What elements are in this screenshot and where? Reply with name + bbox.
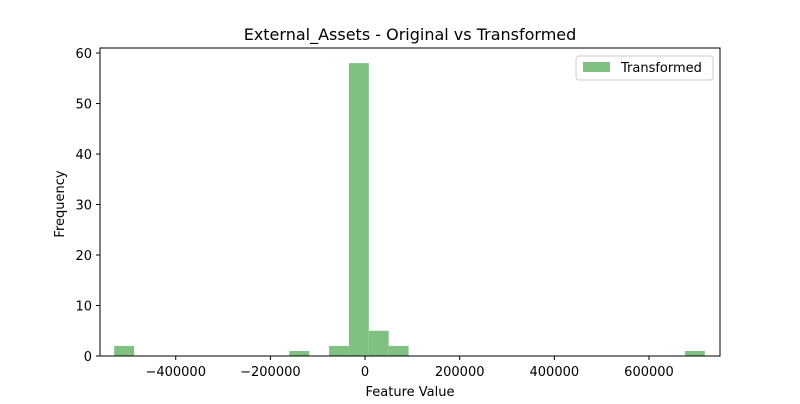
histogram-bar xyxy=(684,350,705,356)
x-tick-label: −400000 xyxy=(145,365,206,380)
histogram-bar xyxy=(368,330,389,356)
bars-layer xyxy=(114,63,705,356)
plot-frame xyxy=(99,47,721,357)
y-tick-label: 10 xyxy=(75,300,92,315)
legend-swatch xyxy=(583,62,610,72)
y-tick-label: 20 xyxy=(75,249,92,264)
histogram-bar xyxy=(289,350,310,356)
x-tick-label: 400000 xyxy=(530,365,580,380)
y-tick-label: 0 xyxy=(84,350,92,365)
x-axis: −400000 −200000 0 200000 400000 600000 xyxy=(145,356,674,380)
y-tick-label: 50 xyxy=(75,98,92,113)
legend: Transformed xyxy=(575,55,714,81)
histogram-bar xyxy=(114,345,135,356)
x-tick-label: 0 xyxy=(361,365,369,380)
x-tick-label: 200000 xyxy=(435,365,485,380)
histogram-bar xyxy=(348,63,369,356)
y-tick-label: 40 xyxy=(75,148,92,163)
y-axis-label: Frequency xyxy=(53,170,68,237)
histogram-bar xyxy=(388,345,409,356)
y-axis: 0 10 20 30 40 50 60 xyxy=(75,47,100,365)
x-tick-label: −200000 xyxy=(240,365,301,380)
legend-box xyxy=(575,55,714,81)
y-tick-label: 30 xyxy=(75,199,92,214)
x-tick-label: 600000 xyxy=(624,365,674,380)
y-tick-label: 60 xyxy=(75,47,92,62)
legend-label: Transformed xyxy=(620,61,702,76)
x-axis-label: Feature Value xyxy=(366,385,455,400)
histogram-bar xyxy=(329,345,349,356)
chart-title: External_Assets - Original vs Transforme… xyxy=(244,25,577,45)
